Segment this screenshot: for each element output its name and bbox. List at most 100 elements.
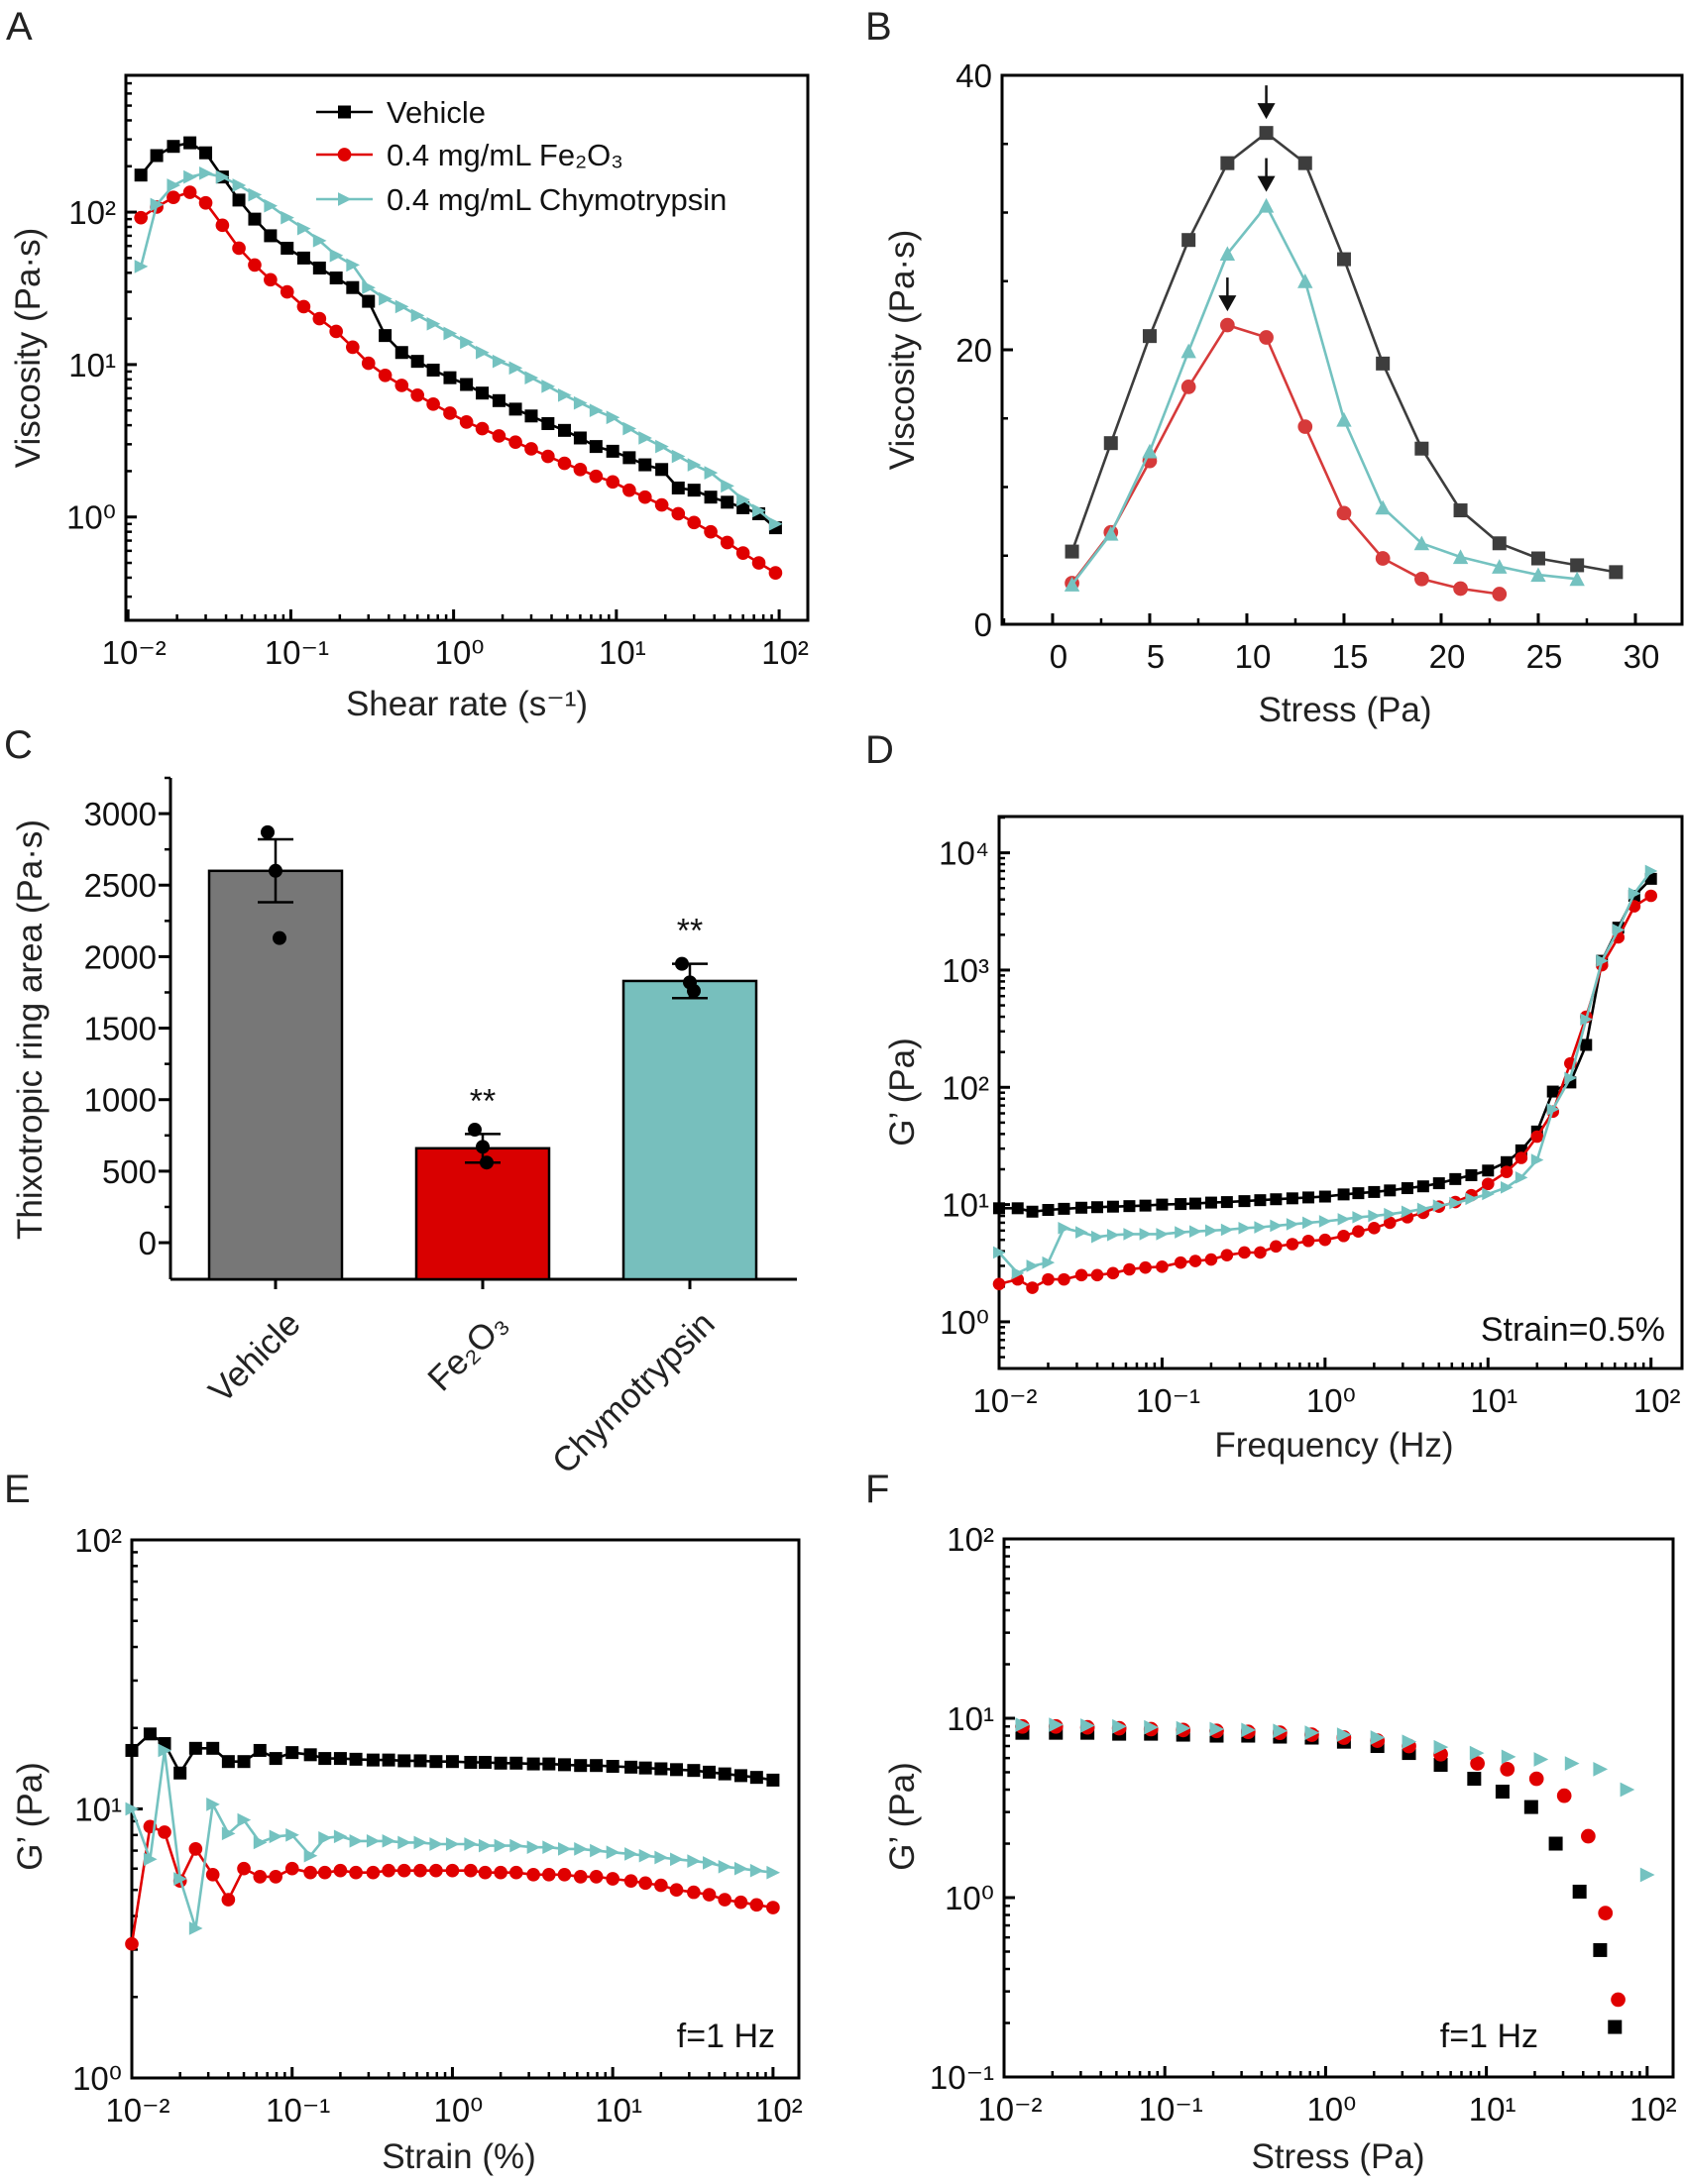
- data-point-square: [303, 1748, 317, 1762]
- significance-label: **: [677, 913, 703, 950]
- plot-frame: [997, 815, 1684, 1370]
- data-point-circle: [1598, 1906, 1614, 1920]
- data-point-circle: [1644, 889, 1658, 903]
- y-tick-label: 10¹: [74, 1792, 122, 1828]
- data-point-circle: [526, 1867, 540, 1882]
- data-point-triangle-right: [382, 1834, 396, 1848]
- x-tick-label: 10⁰: [1306, 2091, 1356, 2128]
- data-point-circle: [718, 1893, 732, 1907]
- data-point-circle: [671, 506, 686, 521]
- series-2: [134, 165, 783, 531]
- y-axis-title: G’ (Pa): [11, 1762, 50, 1871]
- series-line: [140, 190, 777, 575]
- data-point-triangle-right: [557, 1842, 572, 1856]
- data-point-triangle-right: [1432, 1199, 1446, 1212]
- x-tick-label: 10⁻¹: [265, 634, 329, 671]
- data-point-triangle-right: [1144, 1719, 1159, 1735]
- data-point-circle: [478, 1865, 493, 1880]
- series-line: [139, 171, 777, 525]
- data-point-square: [1188, 1197, 1201, 1210]
- data-point-circle: [1174, 1256, 1187, 1269]
- data-point-circle: [475, 421, 490, 436]
- data-point-triangle-up: [1180, 343, 1196, 359]
- data-point-circle: [1270, 1240, 1283, 1254]
- data-point-square: [1139, 1199, 1152, 1212]
- y-axis-title: G’ (Pa): [883, 1762, 922, 1871]
- x-tick-label: 10⁻¹: [1139, 2091, 1203, 2128]
- data-point-square: [1318, 1190, 1331, 1203]
- data-point-triangle-right: [143, 1852, 158, 1867]
- data-point-triangle-right: [1564, 1756, 1580, 1771]
- legend-label: 0.4 mg/mL Chymotrypsin: [387, 182, 727, 217]
- data-point-square: [1270, 1193, 1283, 1206]
- y-tick-label: 10¹: [68, 347, 116, 383]
- data-point-triangle-right: [494, 1838, 508, 1853]
- data-point-triangle-right: [460, 335, 474, 350]
- data-point-triangle-right: [1209, 1721, 1225, 1737]
- data-point-triangle-right: [269, 1829, 283, 1844]
- data-point-triangle-right: [312, 234, 327, 248]
- data-point-circle: [654, 497, 669, 512]
- data-point-triangle-up: [1530, 567, 1546, 583]
- data-point-square: [173, 1766, 187, 1780]
- data-point-square: [478, 1755, 492, 1769]
- data-point-circle: [1383, 1216, 1397, 1230]
- data-point-triangle-right: [206, 1798, 220, 1811]
- data-point-square: [1572, 1884, 1587, 1899]
- data-point-triangle-right: [573, 395, 588, 410]
- data-point-square: [1042, 1204, 1055, 1217]
- data-point-square: [1106, 1200, 1119, 1213]
- data-point-triangle-right: [1273, 1723, 1289, 1739]
- data-point-square: [206, 1741, 220, 1755]
- data-point-circle: [349, 1865, 363, 1880]
- data-point-square: [329, 272, 343, 285]
- data-point-triangle-right: [1596, 954, 1609, 967]
- y-tick-label: 10⁰: [940, 1304, 989, 1341]
- data-point-triangle-right: [215, 169, 230, 184]
- data-point-triangle-right: [589, 403, 604, 418]
- x-tick-label: 10⁰: [433, 2092, 483, 2129]
- x-tick-label: 10¹: [1470, 1382, 1517, 1419]
- series-1: [125, 1819, 780, 1951]
- data-point-triangle-right: [1449, 1196, 1462, 1210]
- data-point-square: [1608, 2020, 1623, 2034]
- data-point-square: [670, 1763, 684, 1777]
- data-point-circle: [125, 1936, 139, 1951]
- data-point-triangle-right: [526, 1840, 541, 1855]
- data-point-triangle-right: [1593, 1762, 1609, 1777]
- data-point-circle: [1259, 330, 1274, 345]
- data-point-triangle-right: [670, 1852, 684, 1867]
- data-point-square: [1530, 551, 1545, 566]
- data-point-square: [248, 212, 262, 226]
- data-point-square: [1220, 1196, 1233, 1209]
- data-point-triangle-right: [703, 1856, 717, 1870]
- data-point-circle: [158, 1825, 171, 1839]
- data-point-square: [624, 1760, 638, 1774]
- legend-label: 0.4 mg/mL Fe₂O₃: [387, 138, 623, 172]
- data-point-square: [590, 1759, 604, 1773]
- data-point-square: [1465, 1168, 1478, 1181]
- data-point-square: [509, 1756, 523, 1770]
- data-point-square: [766, 1773, 780, 1787]
- data-point-circle: [1528, 1771, 1544, 1787]
- x-tick-label: 10⁻¹: [1136, 1382, 1200, 1419]
- data-point-square: [285, 1746, 299, 1760]
- data-point-triangle-right: [285, 1827, 299, 1842]
- data-point-triangle-right: [752, 503, 766, 518]
- data-point-square: [394, 346, 408, 360]
- data-point-triangle-right: [379, 291, 393, 306]
- data-point-circle: [1106, 1266, 1120, 1280]
- panel-B: B 0 5 10 15 20 25 30 0 20 40 Stress (Pa) Viscosity (…: [865, 5, 1684, 729]
- data-point-triangle-right: [1286, 1218, 1299, 1231]
- data-point-triangle-right: [1254, 1221, 1268, 1234]
- data-point-square: [1065, 544, 1079, 559]
- data-point-triangle-right: [1337, 1213, 1351, 1226]
- data-point-circle: [232, 241, 246, 256]
- data-point-triangle-right: [574, 1842, 588, 1856]
- data-point-square: [269, 1752, 282, 1766]
- data-point-circle: [702, 1888, 717, 1902]
- data-point-circle: [382, 1863, 395, 1878]
- data-point-square: [429, 1755, 443, 1769]
- data-point-triangle-right: [1139, 1228, 1153, 1241]
